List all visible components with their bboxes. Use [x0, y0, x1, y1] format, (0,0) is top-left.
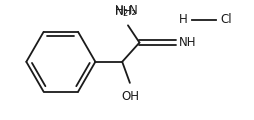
Text: H: H — [179, 13, 188, 26]
Text: Cl: Cl — [220, 13, 232, 26]
Text: OH: OH — [121, 90, 139, 103]
Text: NH: NH — [179, 36, 196, 49]
Text: $\mathregular{H_2N}$: $\mathregular{H_2N}$ — [114, 3, 138, 19]
Text: NH₂: NH₂ — [115, 5, 137, 18]
